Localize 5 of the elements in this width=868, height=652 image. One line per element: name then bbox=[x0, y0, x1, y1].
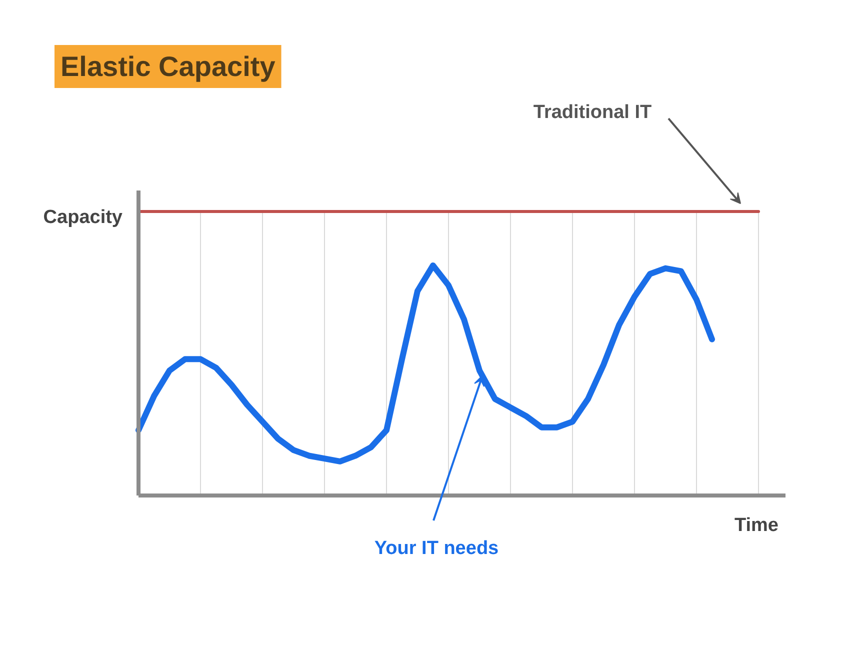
text: Traditional IT bbox=[533, 102, 652, 123]
chart-title: Elastic Capacity bbox=[60, 51, 276, 82]
x-axis-title: Time bbox=[734, 515, 779, 536]
y-axis-title: Capacity bbox=[43, 207, 123, 228]
text: Your IT needs bbox=[374, 538, 499, 559]
